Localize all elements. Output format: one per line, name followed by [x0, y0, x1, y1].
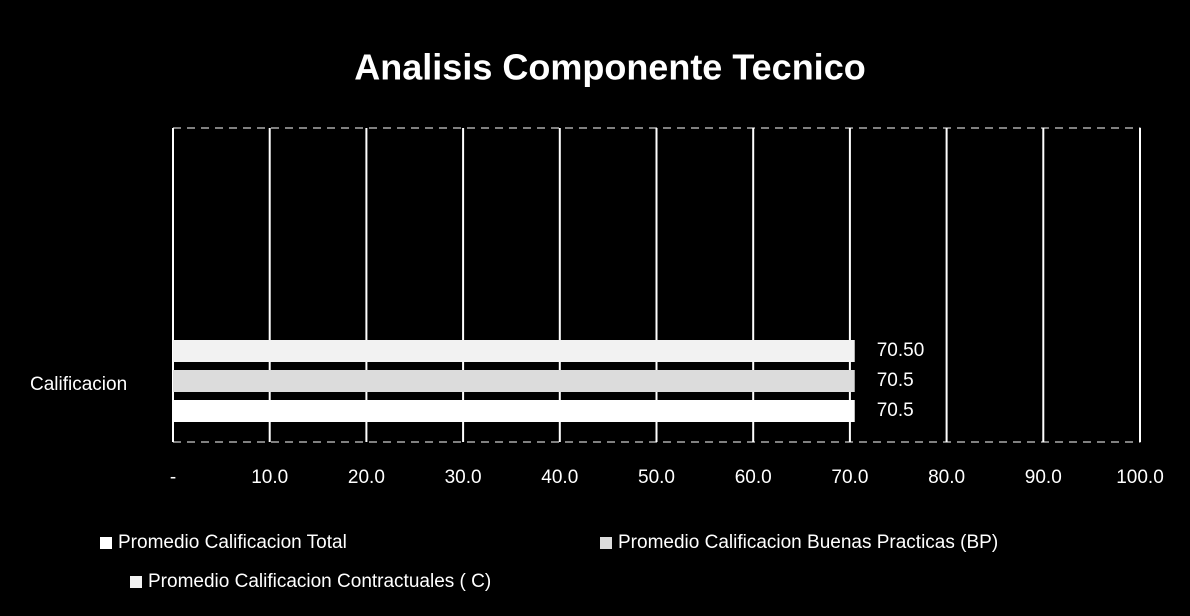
x-tick-label: 90.0	[1025, 467, 1062, 488]
x-tick-label: 60.0	[735, 467, 772, 488]
chart-title: Analisis Componente Tecnico	[354, 47, 865, 88]
x-tick-label: 40.0	[541, 467, 578, 488]
bar	[173, 340, 855, 362]
bar	[173, 370, 855, 392]
x-tick-label: 20.0	[348, 467, 385, 488]
x-tick-label: 10.0	[251, 467, 288, 488]
legend-swatch	[100, 537, 112, 549]
data-label: 70.5	[877, 370, 914, 391]
x-tick-label: 70.0	[831, 467, 868, 488]
bar	[173, 400, 855, 422]
legend-swatch	[130, 576, 142, 588]
x-tick-label: 80.0	[928, 467, 965, 488]
x-tick-label: -	[170, 467, 176, 488]
legend-swatch	[600, 537, 612, 549]
x-tick-label: 30.0	[445, 467, 482, 488]
legend-label: Promedio Calificacion Total	[118, 532, 347, 553]
data-label: 70.5	[877, 400, 914, 421]
x-tick-label: 50.0	[638, 467, 675, 488]
legend-label: Promedio Calificacion Contractuales ( C)	[148, 571, 491, 592]
x-tick-label: 100.0	[1116, 467, 1164, 488]
legend-label: Promedio Calificacion Buenas Practicas (…	[618, 532, 998, 553]
data-label: 70.50	[877, 340, 925, 361]
category-label: Calificacion	[30, 374, 127, 395]
